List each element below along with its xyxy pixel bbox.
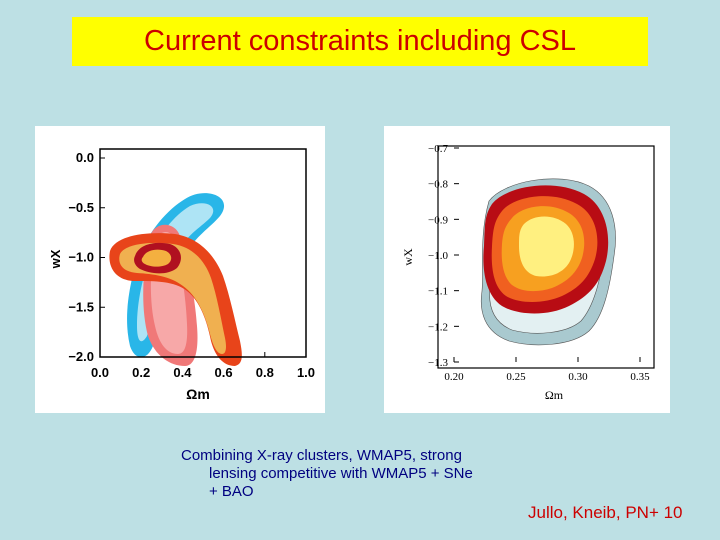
right-x-axis-label: Ωm (545, 388, 564, 402)
x-tick-label-0-2: 0.4 (173, 365, 192, 380)
caption: Combining X-ray clusters, WMAP5, strong … (181, 447, 541, 501)
x-tick-label-0-1: 0.2 (132, 365, 150, 380)
right-y-tick-labels: −0.7 −0.8 −0.9 −1.0 −1.1 −1.2 −1.3 (428, 143, 448, 369)
y-tick-label-0-0: 0.0 (76, 150, 94, 165)
y-tick-label-0-1: −0.5 (68, 200, 94, 215)
left-contour-plot: 0.0 0.2 0.4 0.6 0.8 1.0 0.0 −0.5 −1.0 −1.5 −2.0 Ω… (35, 126, 325, 413)
left-darkred-inner (141, 249, 172, 267)
credit-text: Jullo, Kneib, PN+ 10 (528, 503, 683, 522)
y-tick-label-0-4: −2.0 (68, 349, 94, 364)
right-y-axis-label: wX (401, 248, 415, 266)
x-tick-label-0-3: 0.6 (215, 365, 233, 380)
left-plot-svg: 0.0 0.2 0.4 0.6 0.8 1.0 0.0 −0.5 −1.0 −1.5 −2.0 Ω… (48, 148, 315, 402)
right-contour-plot: 0.20 0.25 0.30 0.35 −0.7 −0.8 −0.9 −1.0 −1.1 −1.… (384, 126, 670, 413)
y-tick-label-1-4: −1.1 (428, 286, 448, 298)
x-tick-label-0-5: 1.0 (297, 365, 315, 380)
x-tick-label-1-3: 0.35 (630, 371, 650, 383)
right-x-tick-labels: 0.20 0.25 0.30 0.35 (444, 371, 650, 383)
right-plot-svg: 0.20 0.25 0.30 0.35 −0.7 −0.8 −0.9 −1.0 −1.1 −1.… (401, 143, 655, 402)
left-y-axis-label: wX (48, 249, 63, 269)
y-tick-label-0-2: −1.0 (68, 250, 94, 265)
title-box: Current constraints including CSL (72, 17, 648, 66)
caption-line-1: Combining X-ray clusters, WMAP5, strong (181, 447, 462, 464)
caption-line-2: lensing competitive with WMAP5 + SNe (209, 465, 473, 482)
y-tick-label-1-5: −1.2 (428, 321, 448, 333)
left-plot-frame (99, 148, 307, 358)
caption-line-3: + BAO (209, 483, 254, 500)
x-tick-label-0-4: 0.8 (256, 365, 274, 380)
slide-title: Current constraints including CSL (144, 25, 576, 57)
x-tick-label-1-0: 0.20 (444, 371, 464, 383)
left-x-axis-label: Ωm (186, 386, 210, 402)
x-tick-label-1-1: 0.25 (506, 371, 526, 383)
right-plot-frame (437, 145, 655, 369)
y-tick-label-1-2: −0.9 (428, 214, 448, 226)
y-tick-label-1-3: −1.0 (428, 250, 448, 262)
y-tick-label-1-6: −1.3 (428, 357, 448, 369)
y-tick-label-1-1: −0.8 (428, 179, 448, 191)
x-tick-label-1-2: 0.30 (568, 371, 588, 383)
left-x-tick-labels: 0.0 0.2 0.4 0.6 0.8 1.0 (91, 365, 315, 380)
right-yellow-contour (519, 216, 574, 277)
left-y-tick-labels: 0.0 −0.5 −1.0 −1.5 −2.0 (68, 150, 94, 364)
y-tick-label-1-0: −0.7 (428, 143, 448, 155)
y-tick-label-0-3: −1.5 (68, 299, 94, 314)
right-tick-marks (453, 147, 641, 363)
x-tick-label-0-0: 0.0 (91, 365, 109, 380)
